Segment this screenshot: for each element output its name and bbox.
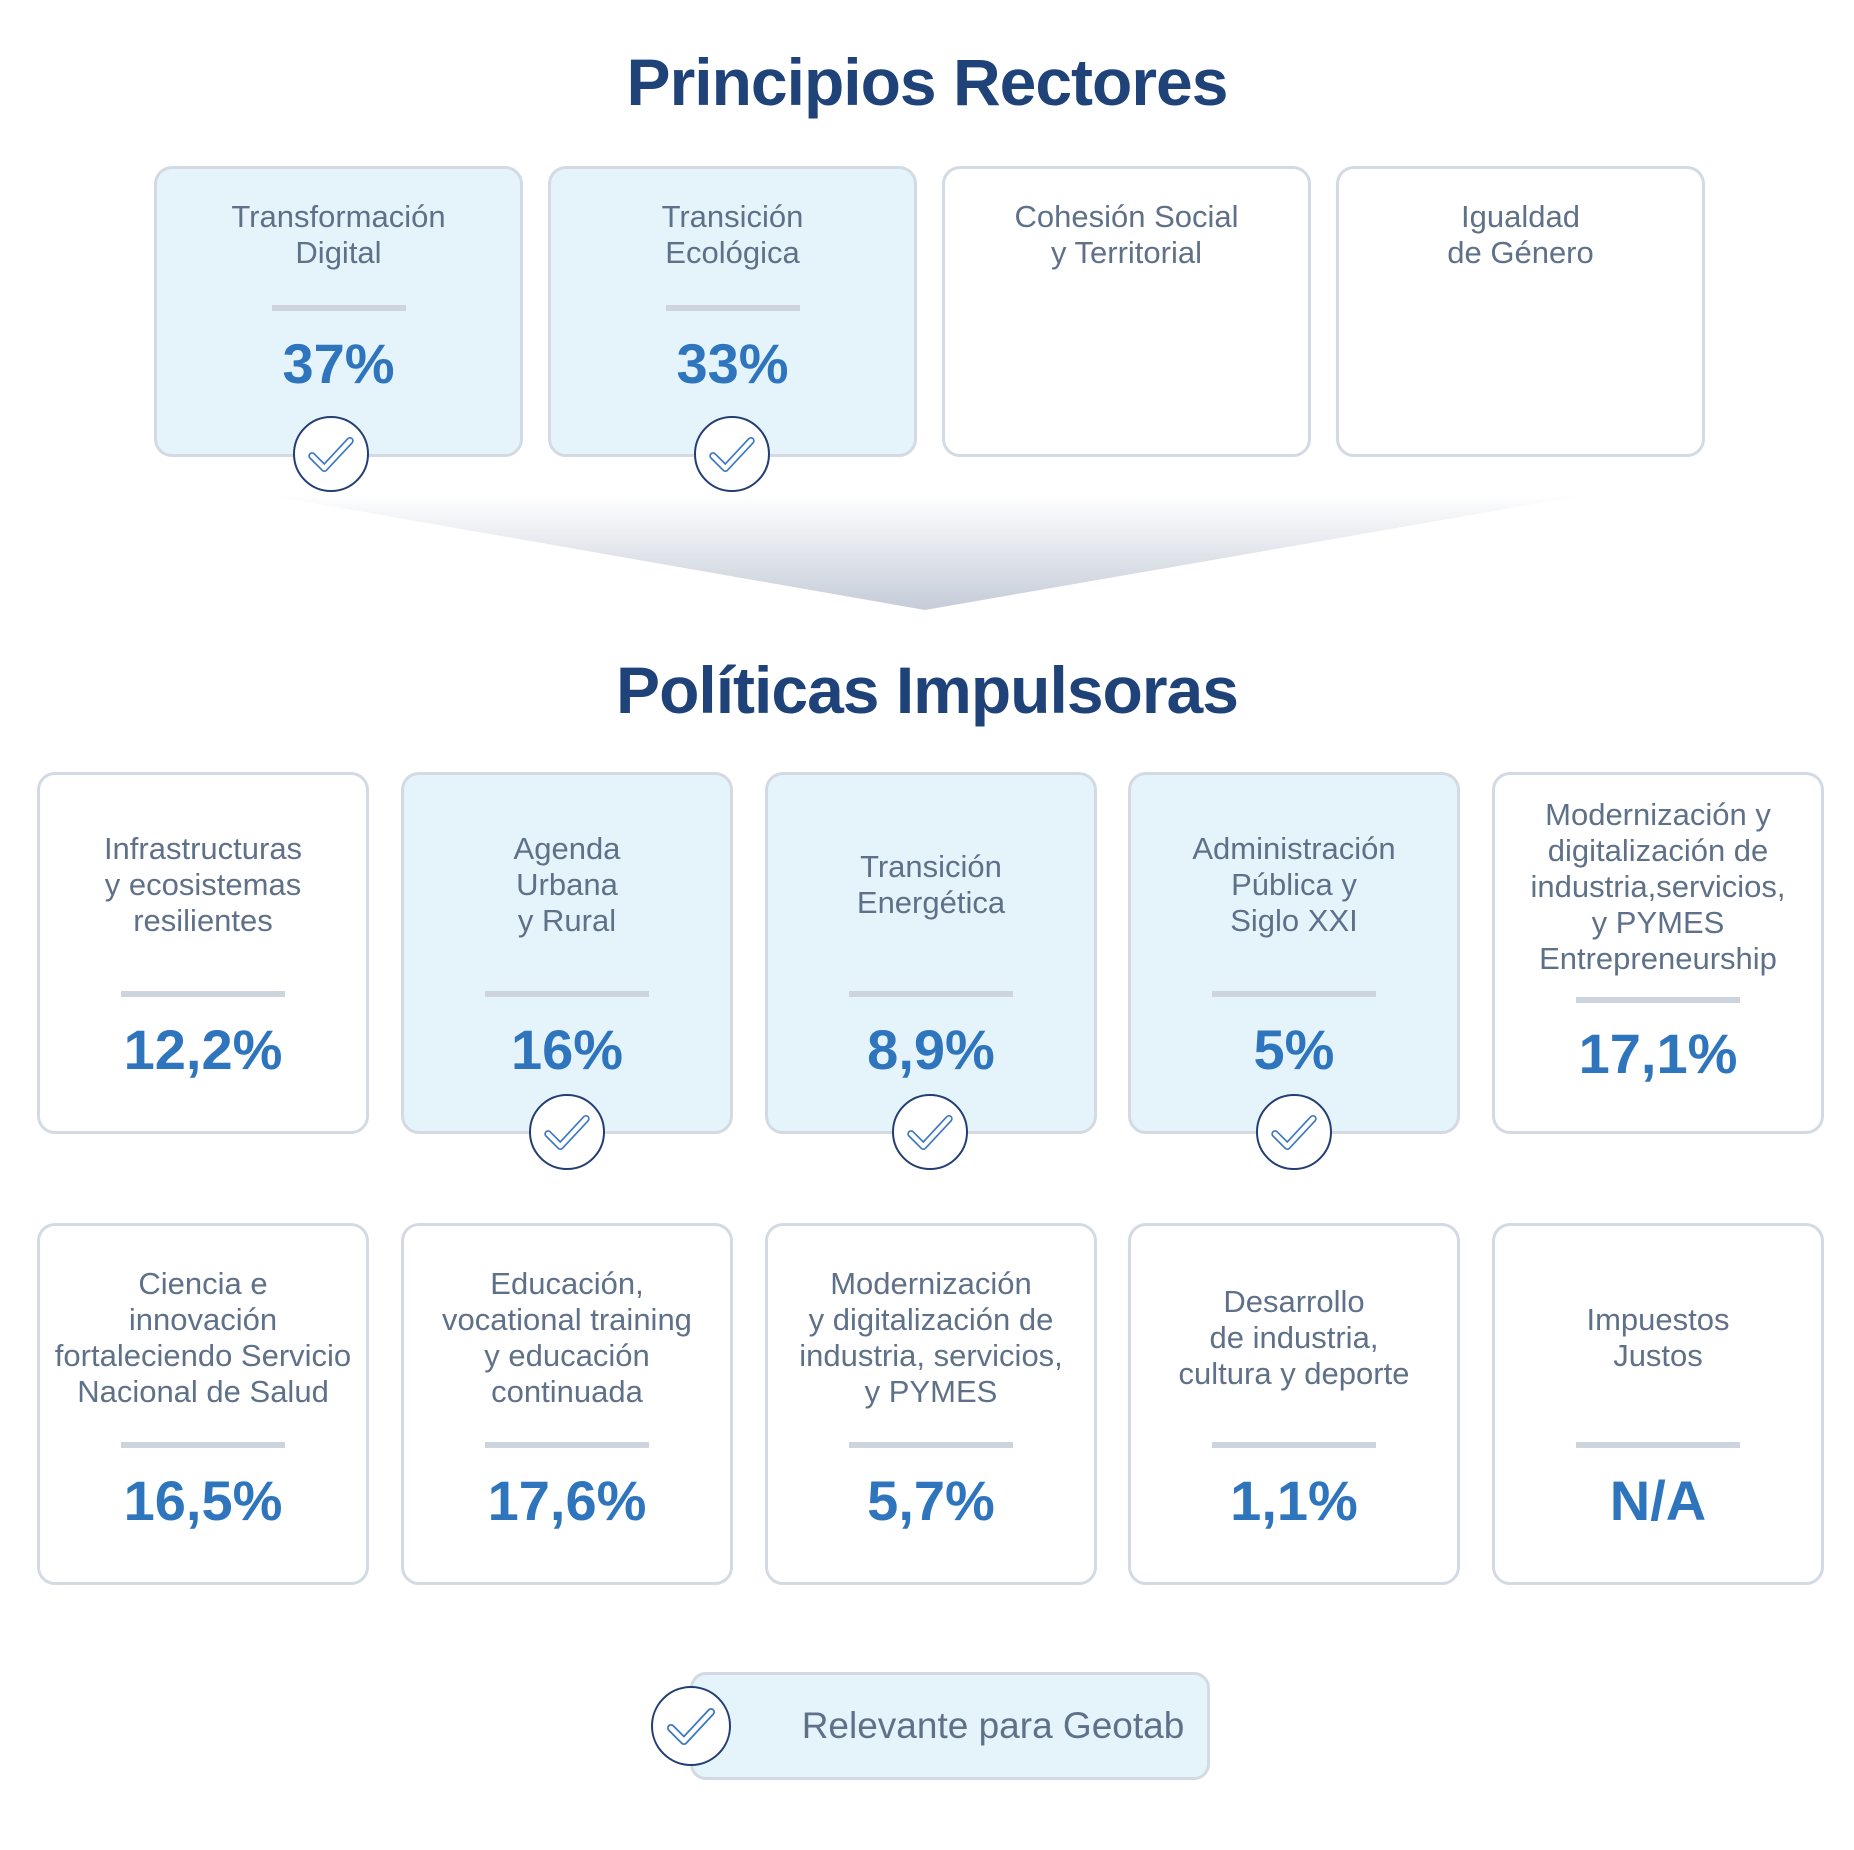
politica-label: Infrastructuras y ecosistemas resiliente… (103, 831, 303, 938)
check-circle-icon (293, 416, 369, 492)
principio-label: Transformación Digital (231, 199, 446, 270)
politica-card-desarrollo-industria: Desarrollo de industria, cultura y depor… (1128, 1223, 1460, 1585)
politica-label: Desarrollo de industria, cultura y depor… (1178, 1284, 1410, 1391)
politica-label: Ciencia e innovación fortaleciendo Servi… (54, 1266, 352, 1409)
politica-label: Impuestos Justos (1586, 1302, 1730, 1373)
politica-label: Modernización y digitalización de indust… (799, 1266, 1063, 1409)
politicas-title: Políticas Impulsoras (616, 653, 1239, 727)
politica-label: Transición Energética (856, 849, 1006, 920)
politica-card-modernizacion-entrepreneurship: Modernización y digitalización de indust… (1492, 772, 1824, 1134)
check-circle-icon (651, 1686, 731, 1766)
divider (1576, 1442, 1740, 1448)
divider (121, 991, 285, 997)
divider (271, 305, 406, 311)
politica-card-infraestructuras: Infrastructuras y ecosistemas resiliente… (37, 772, 369, 1134)
principio-label: Igualdad de Género (1447, 199, 1594, 270)
principio-card-transformacion-digital: Transformación Digital 37% (154, 166, 523, 457)
politica-value: 16,5% (123, 1469, 283, 1532)
divider (485, 991, 649, 997)
politica-value: 8,9% (867, 1018, 995, 1081)
politica-value: 1,1% (1230, 1469, 1358, 1532)
politica-label: Agenda Urbana y Rural (513, 831, 621, 938)
divider (1576, 997, 1740, 1003)
politica-label: Modernización y digitalización de indust… (1530, 797, 1786, 976)
politica-value: 17,6% (487, 1469, 647, 1532)
check-circle-icon (1256, 1094, 1332, 1170)
politica-value: 5,7% (867, 1469, 995, 1532)
politica-card-agenda-urbana: Agenda Urbana y Rural 16% (401, 772, 733, 1134)
politica-card-transicion-energetica: Transición Energética 8,9% (765, 772, 1097, 1134)
divider (1212, 991, 1376, 997)
politica-label: Administración Pública y Siglo XXI (1192, 831, 1396, 938)
check-circle-icon (529, 1094, 605, 1170)
politica-card-modernizacion-pymes: Modernización y digitalización de indust… (765, 1223, 1097, 1585)
divider (1212, 1442, 1376, 1448)
politica-value: N/A (1609, 1469, 1707, 1532)
principio-label: Cohesión Social y Territorial (1014, 199, 1239, 270)
principio-value: 37% (282, 332, 395, 395)
divider (665, 305, 800, 311)
politica-value: 17,1% (1578, 1022, 1738, 1085)
check-circle-icon (892, 1094, 968, 1170)
divider (849, 991, 1013, 997)
principio-card-igualdad-genero: Igualdad de Género (1336, 166, 1705, 457)
politica-card-impuestos-justos: Impuestos Justos N/A (1492, 1223, 1824, 1585)
divider (849, 1442, 1013, 1448)
principio-card-cohesion-social: Cohesión Social y Territorial (942, 166, 1311, 457)
politica-card-ciencia-innovacion: Ciencia e innovación fortaleciendo Servi… (37, 1223, 369, 1585)
principio-card-transicion-ecologica: Transición Ecológica 33% (548, 166, 917, 457)
principio-value: 33% (676, 332, 789, 395)
politica-value: 16% (510, 1018, 624, 1081)
principio-label: Transición Ecológica (661, 199, 804, 270)
legend-label: Relevante para Geotab (801, 1705, 1185, 1746)
politica-card-administracion-publica: Administración Pública y Siglo XXI 5% (1128, 772, 1460, 1134)
politica-value: 12,2% (123, 1018, 283, 1081)
check-circle-icon (694, 416, 770, 492)
politica-label: Educación, vocational training y educaci… (442, 1266, 692, 1409)
divider (485, 1442, 649, 1448)
legend: Relevante para Geotab (690, 1672, 1210, 1780)
politica-value: 5% (1253, 1018, 1335, 1081)
principios-title: Principios Rectores (626, 45, 1229, 119)
divider (121, 1442, 285, 1448)
politica-card-educacion: Educación, vocational training y educaci… (401, 1223, 733, 1585)
